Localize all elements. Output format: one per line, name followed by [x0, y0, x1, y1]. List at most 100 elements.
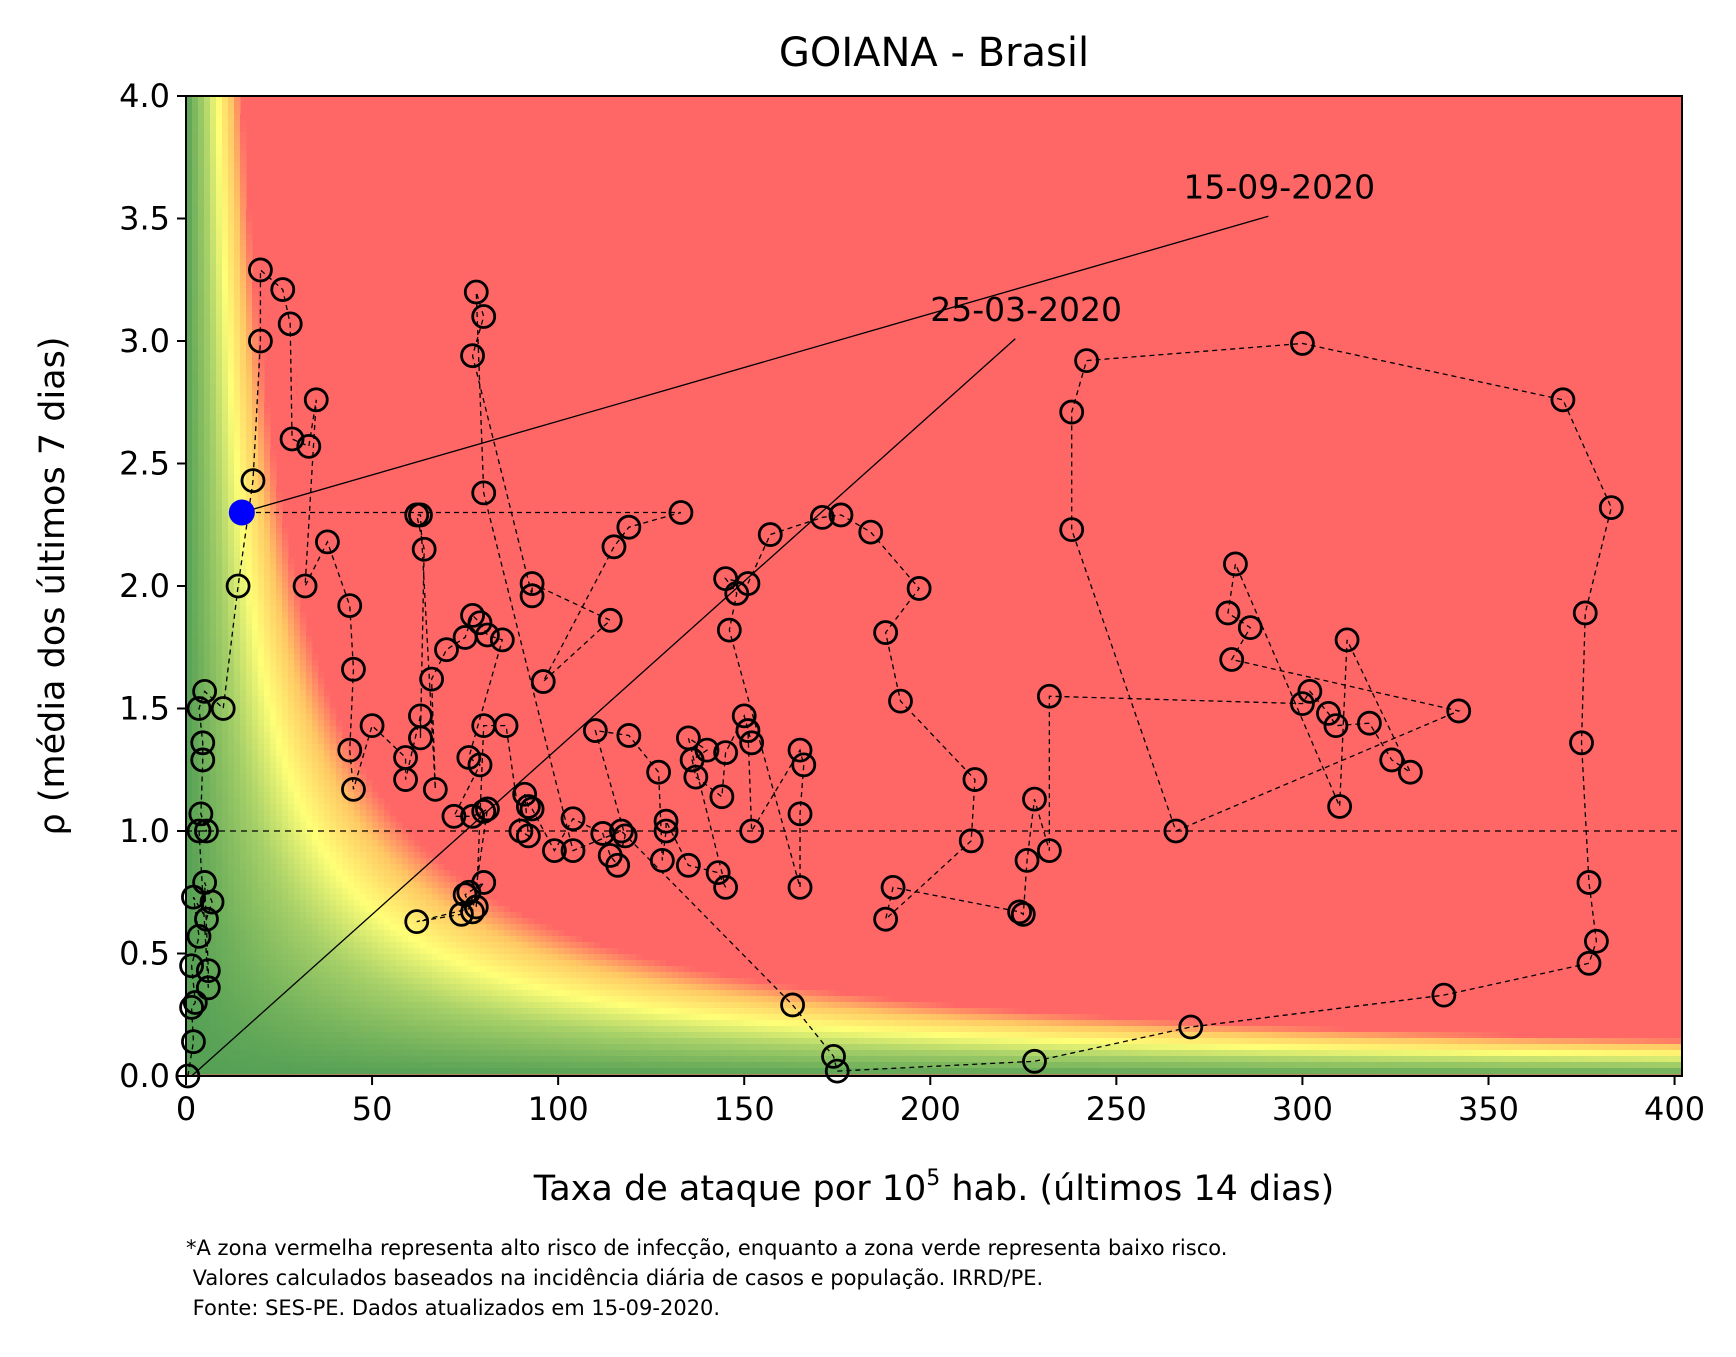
- risk-cell: [228, 564, 235, 571]
- risk-cell: [324, 1038, 331, 1045]
- risk-cell: [288, 744, 295, 751]
- risk-cell: [738, 1044, 745, 1051]
- risk-cell: [594, 1014, 601, 1021]
- risk-cell: [240, 456, 247, 463]
- risk-cell: [210, 1014, 217, 1021]
- risk-cell: [366, 906, 373, 913]
- risk-cell: [228, 492, 235, 499]
- risk-cell: [324, 1050, 331, 1057]
- risk-cell: [192, 636, 199, 643]
- risk-cell: [204, 594, 211, 601]
- risk-cell: [432, 876, 439, 883]
- risk-cell: [474, 1020, 481, 1027]
- risk-cell: [702, 1038, 709, 1045]
- risk-cell: [498, 960, 505, 967]
- risk-cell: [222, 324, 229, 331]
- risk-cell: [558, 1044, 565, 1051]
- risk-cell: [660, 1068, 667, 1075]
- risk-cell: [348, 810, 355, 817]
- risk-cell: [252, 996, 259, 1003]
- risk-cell: [558, 1056, 565, 1063]
- risk-cell: [312, 984, 319, 991]
- risk-cell: [222, 342, 229, 349]
- risk-cell: [318, 978, 325, 985]
- risk-cell: [252, 390, 259, 397]
- risk-cell: [654, 1014, 661, 1021]
- risk-cell: [234, 294, 241, 301]
- risk-cell: [204, 522, 211, 529]
- risk-cell: [456, 1056, 463, 1063]
- risk-cell: [252, 318, 259, 325]
- risk-cell: [210, 366, 217, 373]
- risk-cell: [246, 1038, 253, 1045]
- risk-cell: [360, 858, 367, 865]
- risk-cell: [486, 954, 493, 961]
- risk-cell: [318, 804, 325, 811]
- risk-cell: [240, 126, 247, 133]
- risk-cell: [264, 738, 271, 745]
- risk-cell: [300, 732, 307, 739]
- risk-cell: [216, 942, 223, 949]
- risk-cell: [186, 870, 193, 877]
- risk-cell: [228, 246, 235, 253]
- risk-cell: [282, 612, 289, 619]
- risk-cell: [408, 1014, 415, 1021]
- risk-cell: [402, 1038, 409, 1045]
- risk-cell: [240, 534, 247, 541]
- risk-cell: [198, 420, 205, 427]
- risk-cell: [390, 870, 397, 877]
- risk-cell: [234, 582, 241, 589]
- risk-cell: [276, 756, 283, 763]
- risk-cell: [516, 966, 523, 973]
- risk-cell: [330, 1056, 337, 1063]
- risk-cell: [222, 750, 229, 757]
- risk-cell: [234, 354, 241, 361]
- risk-cell: [240, 666, 247, 673]
- risk-cell: [264, 870, 271, 877]
- risk-cell: [264, 768, 271, 775]
- risk-cell: [504, 918, 511, 925]
- risk-cell: [558, 1008, 565, 1015]
- risk-cell: [240, 288, 247, 295]
- risk-cell: [402, 984, 409, 991]
- risk-cell: [228, 312, 235, 319]
- risk-cell: [294, 822, 301, 829]
- risk-cell: [246, 1032, 253, 1039]
- risk-cell: [324, 936, 331, 943]
- risk-cell: [720, 1032, 727, 1039]
- risk-cell: [192, 108, 199, 115]
- risk-cell: [228, 840, 235, 847]
- risk-cell: [204, 1008, 211, 1015]
- risk-cell: [270, 744, 277, 751]
- risk-cell: [300, 870, 307, 877]
- risk-cell: [288, 726, 295, 733]
- risk-cell: [324, 930, 331, 937]
- risk-cell: [372, 990, 379, 997]
- risk-cell: [318, 732, 325, 739]
- risk-cell: [702, 1014, 709, 1021]
- risk-cell: [216, 528, 223, 535]
- risk-cell: [204, 642, 211, 649]
- risk-cell: [642, 1020, 649, 1027]
- risk-cell: [264, 468, 271, 475]
- risk-cell: [540, 948, 547, 955]
- risk-cell: [486, 948, 493, 955]
- risk-cell: [276, 858, 283, 865]
- risk-cell: [258, 822, 265, 829]
- risk-cell: [528, 1002, 535, 1009]
- risk-cell: [666, 1044, 673, 1051]
- risk-cell: [504, 1056, 511, 1063]
- risk-cell: [690, 966, 697, 973]
- risk-cell: [258, 480, 265, 487]
- risk-cell: [366, 930, 373, 937]
- risk-cell: [246, 996, 253, 1003]
- risk-cell: [228, 942, 235, 949]
- risk-cell: [276, 948, 283, 955]
- risk-cell: [222, 282, 229, 289]
- risk-cell: [396, 990, 403, 997]
- risk-cell: [438, 1056, 445, 1063]
- risk-cell: [210, 474, 217, 481]
- risk-cell: [210, 198, 217, 205]
- risk-cell: [456, 1026, 463, 1033]
- risk-cell: [450, 870, 457, 877]
